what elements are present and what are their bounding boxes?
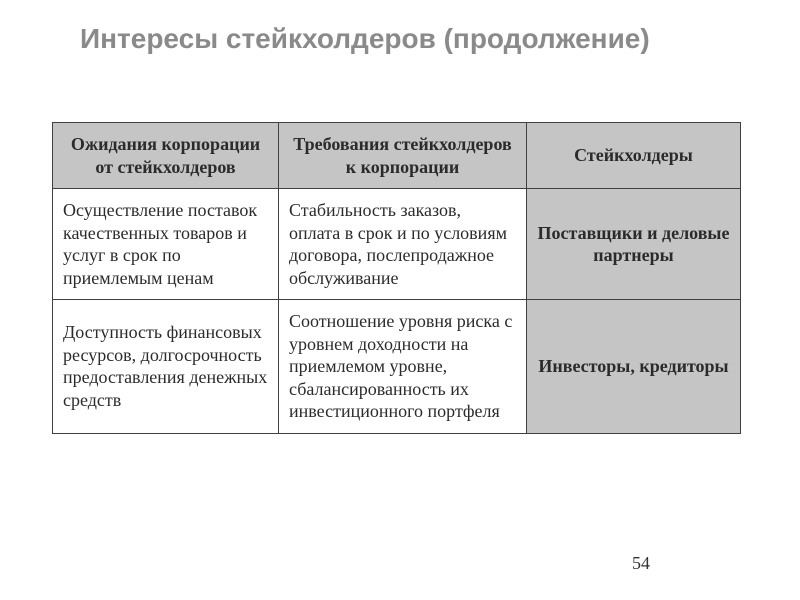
- table-row: Доступность финансовых ресурсов, долгоср…: [53, 300, 741, 434]
- cell-expectations: Осуществление поставок качественных това…: [53, 189, 279, 300]
- cell-requirements: Соотношение уровня риска с уровнем доход…: [279, 300, 527, 434]
- slide-title: Интересы стейкхолдеров (продолжение): [80, 22, 760, 56]
- cell-requirements: Стабильность заказов, оплата в срок и по…: [279, 189, 527, 300]
- cell-stakeholder: Поставщики и деловые партнеры: [527, 189, 741, 300]
- cell-stakeholder: Инвесторы, кредиторы: [527, 300, 741, 434]
- table-row: Осуществление поставок качественных това…: [53, 189, 741, 300]
- col-header-expectations: Ожидания корпорации от стейкхолдеров: [53, 123, 279, 189]
- cell-expectations: Доступность финансовых ресурсов, долгоср…: [53, 300, 279, 434]
- slide: Интересы стейкхолдеров (продолжение) Ожи…: [0, 0, 800, 600]
- stakeholders-table: Ожидания корпорации от стейкхолдеров Тре…: [52, 122, 741, 434]
- stakeholders-table-wrap: Ожидания корпорации от стейкхолдеров Тре…: [52, 122, 740, 434]
- table-header-row: Ожидания корпорации от стейкхолдеров Тре…: [53, 123, 741, 189]
- page-number: 54: [632, 553, 650, 574]
- col-header-requirements: Требования стейкхолдеров к корпорации: [279, 123, 527, 189]
- col-header-stakeholders: Стейкхолдеры: [527, 123, 741, 189]
